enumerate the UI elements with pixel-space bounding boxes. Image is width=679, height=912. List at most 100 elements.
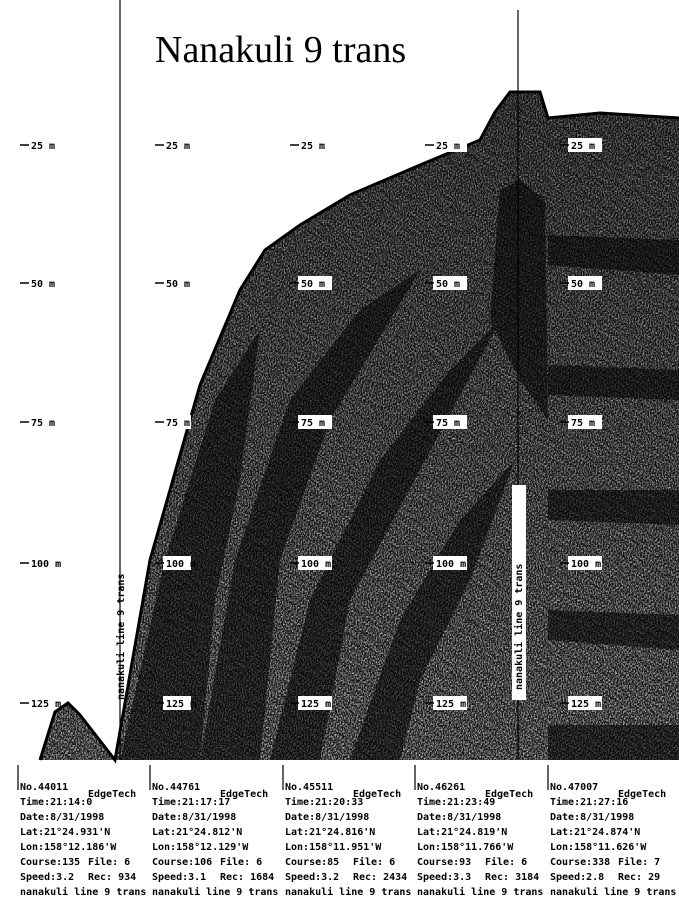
depth-label: 75 m bbox=[301, 418, 325, 429]
record-line: nanakuli line 9 trans bbox=[285, 886, 411, 898]
depth-label: 125 m bbox=[301, 699, 331, 710]
record-course: Course:93 bbox=[417, 857, 471, 868]
label-box bbox=[568, 556, 602, 570]
record-speed: Speed:3.2 bbox=[285, 872, 339, 883]
record-no: No.46261 bbox=[417, 782, 465, 793]
depth-label: 75 m bbox=[166, 418, 190, 429]
record-lat: Lat:21°24.819'N bbox=[417, 827, 507, 838]
depth-label: 25 m bbox=[301, 141, 325, 152]
record-lat: Lat:21°24.931'N bbox=[20, 827, 110, 838]
title: Nanakuli 9 trans bbox=[155, 29, 406, 71]
record-time: Time:21:23:49 bbox=[417, 796, 495, 808]
record-rec: Rec: 934 bbox=[88, 872, 136, 883]
record-file: File: 7 bbox=[618, 856, 660, 868]
label-box bbox=[568, 276, 602, 290]
record-file: File: 6 bbox=[88, 856, 130, 868]
label-box bbox=[298, 276, 332, 290]
label-box bbox=[298, 138, 332, 152]
depth-label: 100 m bbox=[166, 559, 196, 570]
label-box bbox=[298, 415, 332, 429]
record-lon: Lon:158°11.951'W bbox=[285, 842, 382, 853]
seabed-returns bbox=[40, 92, 679, 760]
depth-label: 25 m bbox=[166, 141, 190, 152]
depth-label: 75 m bbox=[31, 418, 55, 429]
record-course: Course:135 bbox=[20, 857, 80, 868]
label-box bbox=[433, 556, 467, 570]
depth-label: 50 m bbox=[301, 279, 325, 290]
record-lat: Lat:21°24.816'N bbox=[285, 827, 375, 838]
record-rec: Rec: 29 bbox=[618, 872, 660, 883]
record-course: Course:85 bbox=[285, 857, 339, 868]
record-no: No.47007 bbox=[550, 782, 598, 793]
record-lon: Lon:158°11.766'W bbox=[417, 842, 514, 853]
record-file: File: 6 bbox=[220, 856, 262, 868]
record-date: Date:8/31/1998 bbox=[417, 812, 501, 823]
record-system: EdgeTech bbox=[485, 789, 533, 800]
record-speed: Speed:3.3 bbox=[417, 872, 471, 883]
record-course: Course:106 bbox=[152, 857, 212, 868]
label-box bbox=[512, 485, 526, 700]
record-rec: Rec: 2434 bbox=[353, 872, 407, 883]
record-date: Date:8/31/1998 bbox=[152, 812, 236, 823]
record-line: nanakuli line 9 trans bbox=[20, 886, 146, 898]
record-time: Time:21:20:33 bbox=[285, 796, 363, 808]
record-line: nanakuli line 9 trans bbox=[152, 886, 278, 898]
depth-label: 25 m bbox=[571, 141, 595, 152]
depth-label: 125 m bbox=[436, 699, 466, 710]
record-system: EdgeTech bbox=[88, 789, 136, 800]
record-system: EdgeTech bbox=[220, 789, 268, 800]
label-box bbox=[568, 696, 602, 710]
depth-label: 75 m bbox=[436, 418, 460, 429]
label-box bbox=[433, 138, 467, 152]
record-lat: Lat:21°24.812'N bbox=[152, 827, 242, 838]
record-speed: Speed:3.2 bbox=[20, 872, 74, 883]
depth-label: 75 m bbox=[571, 418, 595, 429]
record-lon: Lon:158°12.129'W bbox=[152, 842, 249, 853]
label-box bbox=[163, 276, 191, 290]
depth-label: 50 m bbox=[31, 279, 55, 290]
record-course: Course:338 bbox=[550, 857, 610, 868]
track-label: nanakuli line 9 trans bbox=[115, 574, 127, 700]
depth-label: 25 m bbox=[436, 141, 460, 152]
record-rec: Rec: 1684 bbox=[220, 872, 274, 883]
depth-label: 50 m bbox=[571, 279, 595, 290]
label-box bbox=[433, 696, 467, 710]
track-label: nanakuli line 9 trans bbox=[513, 564, 525, 690]
label-box bbox=[433, 276, 467, 290]
record-lon: Lon:158°12.186'W bbox=[20, 842, 117, 853]
record-no: No.44011 bbox=[20, 782, 68, 793]
record-file: File: 6 bbox=[353, 856, 395, 868]
depth-label: 50 m bbox=[166, 279, 190, 290]
label-box bbox=[163, 696, 191, 710]
record-line: nanakuli line 9 trans bbox=[417, 886, 543, 898]
record-date: Date:8/31/1998 bbox=[550, 812, 634, 823]
record-line: nanakuli line 9 trans bbox=[550, 886, 676, 898]
depth-label: 125 m bbox=[31, 699, 61, 710]
seafloor-line bbox=[38, 90, 679, 764]
depth-label: 100 m bbox=[31, 559, 61, 570]
depth-label: 125 m bbox=[166, 699, 196, 710]
record-time: Time:21:14:0 bbox=[20, 796, 92, 808]
depth-label: 100 m bbox=[301, 559, 331, 570]
label-box bbox=[298, 696, 332, 710]
record-lat: Lat:21°24.874'N bbox=[550, 827, 640, 838]
label-box bbox=[163, 556, 191, 570]
record-rec: Rec: 3184 bbox=[485, 872, 539, 883]
label-box bbox=[568, 415, 602, 429]
depth-label: 25 m bbox=[31, 141, 55, 152]
record-system: EdgeTech bbox=[618, 789, 666, 800]
depth-label: 50 m bbox=[436, 279, 460, 290]
depth-label: 100 m bbox=[571, 559, 601, 570]
record-date: Date:8/31/1998 bbox=[20, 812, 104, 823]
record-speed: Speed:3.1 bbox=[152, 872, 206, 883]
depth-label: 100 m bbox=[436, 559, 466, 570]
label-box bbox=[568, 138, 602, 152]
record-file: File: 6 bbox=[485, 856, 527, 868]
record-no: No.44761 bbox=[152, 782, 200, 793]
record-date: Date:8/31/1998 bbox=[285, 812, 369, 823]
record-speed: Speed:2.8 bbox=[550, 872, 604, 883]
record-lon: Lon:158°11.626'W bbox=[550, 842, 647, 853]
record-system: EdgeTech bbox=[353, 789, 401, 800]
record-time: Time:21:27:16 bbox=[550, 796, 628, 808]
